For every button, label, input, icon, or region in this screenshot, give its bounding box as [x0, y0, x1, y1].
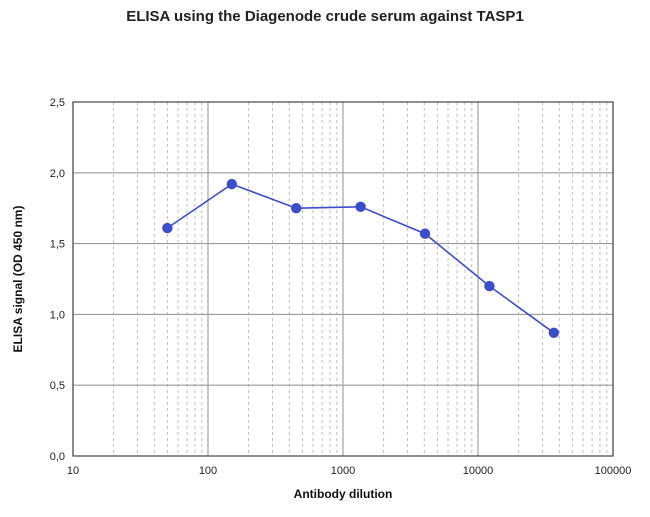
- grid: [72, 101, 614, 457]
- y-tick-label: 0,0: [50, 451, 65, 463]
- data-point: [226, 178, 237, 190]
- data-series: [162, 178, 560, 339]
- data-point: [484, 280, 495, 292]
- tick-labels: 10 100 1000 10000 100000 0,0 0,5 1,0 1,5 2,0 2,5: [50, 97, 632, 477]
- data-point: [355, 201, 366, 212]
- data-point: [548, 327, 560, 339]
- plot-area: [72, 101, 614, 457]
- data-point: [162, 222, 173, 234]
- x-tick-label: 100: [199, 465, 217, 477]
- y-tick-label: 1,5: [50, 239, 65, 251]
- y-tick-label: 2,5: [50, 97, 65, 109]
- x-tick-label: 10000: [463, 465, 494, 477]
- chart-title: ELISA using the Diagenode crude serum ag…: [126, 8, 524, 25]
- y-tick-label: 2,0: [50, 168, 65, 180]
- x-tick-label: 100000: [595, 465, 632, 477]
- y-axis-label: ELISA signal (OD 450 nm): [11, 206, 25, 353]
- x-tick-label: 1000: [331, 465, 355, 477]
- data-point: [290, 203, 302, 214]
- y-tick-label: 0,5: [50, 380, 65, 392]
- x-tick-label: 10: [67, 465, 79, 477]
- y-tick-label: 1,0: [50, 309, 65, 321]
- data-point: [419, 228, 431, 239]
- x-axis-label: Antibody dilution: [294, 487, 393, 501]
